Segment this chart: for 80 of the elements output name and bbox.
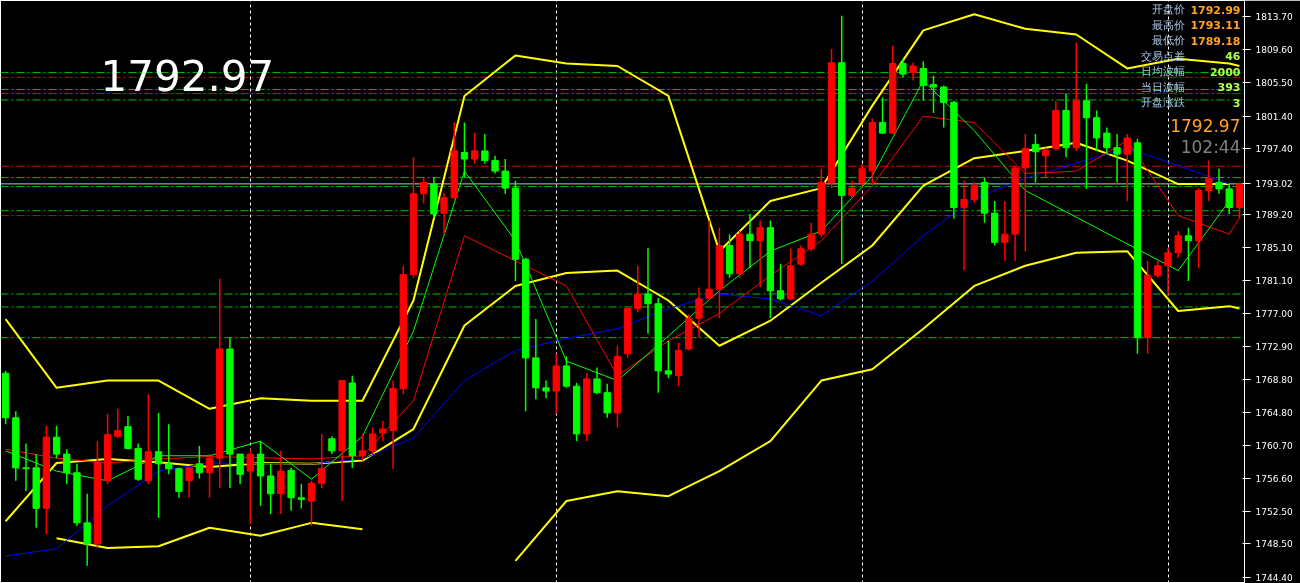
candlestick: [83, 493, 91, 567]
candlestick: [960, 180, 968, 272]
candlestick: [1113, 133, 1121, 184]
candlestick: [1103, 126, 1111, 155]
candlestick: [858, 163, 866, 189]
candlestick: [664, 340, 673, 379]
candlestick: [379, 420, 387, 442]
candlestick: [1082, 83, 1091, 190]
annotation: 1792.97: [100, 52, 275, 101]
candlestick: [776, 263, 785, 302]
candlestick: [470, 132, 479, 165]
candlestick: [562, 355, 571, 389]
candlestick: [165, 423, 173, 476]
candlestick: [267, 463, 275, 515]
y-tick-label: 1748.50: [1255, 539, 1293, 550]
y-tick-label: 1781.10: [1255, 275, 1293, 286]
candlestick: [1031, 133, 1040, 184]
candlestick: [297, 483, 305, 510]
y-tick-label: 1809.60: [1255, 45, 1293, 56]
candlestick: [1174, 230, 1182, 259]
annotation: 102:44: [1180, 136, 1241, 157]
annotation: 最低价 1789.18: [1151, 34, 1241, 48]
line-series: [514, 250, 1241, 562]
candlestick: [236, 453, 244, 485]
candlestick: [899, 57, 907, 79]
annotation: 开盘价 1792.99: [1151, 3, 1241, 17]
y-tick-label: 1772.90: [1255, 342, 1293, 353]
candlestick: [501, 158, 509, 195]
line-series: [55, 521, 364, 549]
candlestick: [878, 96, 887, 135]
candlestick: [52, 425, 61, 459]
candlestick: [1215, 167, 1223, 195]
candlestick: [746, 213, 754, 269]
candlestick: [185, 467, 193, 499]
candlestick: [1042, 146, 1050, 179]
candlestick: [481, 133, 489, 165]
candlestick: [420, 176, 428, 205]
candlestick: [307, 480, 316, 527]
candlestick: [440, 192, 448, 235]
text: 开盘涨跌 3: [1140, 96, 1241, 110]
annotation: 1792.97: [1170, 116, 1241, 136]
candlestick: [1184, 226, 1193, 282]
candlestick: [460, 121, 469, 179]
line-series: [4, 13, 1241, 410]
candlestick: [114, 408, 122, 439]
candlestick: [593, 366, 601, 396]
candlestick: [1021, 133, 1029, 252]
candlestick: [603, 383, 611, 419]
candlestick: [175, 467, 183, 499]
candlestick: [756, 219, 764, 289]
y-tick-label: 1764.80: [1255, 407, 1293, 418]
candlestick: [940, 84, 948, 129]
candlestick: [1164, 247, 1172, 297]
candlestick: [634, 264, 642, 314]
y-tick-label: 1797.40: [1255, 143, 1293, 154]
candlestick: [1205, 159, 1213, 202]
y-tick-label: 1813.70: [1255, 12, 1293, 23]
candlestick: [807, 222, 815, 252]
y-tick-label: 1768.80: [1255, 375, 1293, 386]
y-tick-label: 1777.00: [1255, 308, 1293, 319]
candlestick: [695, 286, 703, 339]
candlestick: [970, 181, 978, 204]
annotation: 最高价 1793.11: [1151, 18, 1241, 32]
y-tick-label: 1801.40: [1255, 111, 1293, 122]
candlestick: [797, 244, 805, 267]
y-tick-label: 1756.60: [1255, 473, 1293, 484]
candlestick: [369, 426, 377, 455]
candlestick: [1092, 109, 1101, 152]
candlestick: [124, 415, 132, 451]
y-tick-label: 1752.50: [1255, 507, 1293, 518]
candlestick: [644, 247, 652, 335]
candlestick: [1001, 200, 1009, 262]
candlestick: [1123, 133, 1131, 202]
y-tick-label: 1789.20: [1255, 210, 1293, 221]
ref-line-label: 1793.02: [1255, 179, 1293, 190]
y-tick-label: 1785.10: [1255, 243, 1293, 254]
candlestick: [705, 219, 713, 302]
y-tick-label: 1760.70: [1255, 440, 1293, 451]
y-tick-label: 1744.40: [1255, 572, 1293, 583]
y-tick-label: 1805.50: [1255, 78, 1293, 89]
